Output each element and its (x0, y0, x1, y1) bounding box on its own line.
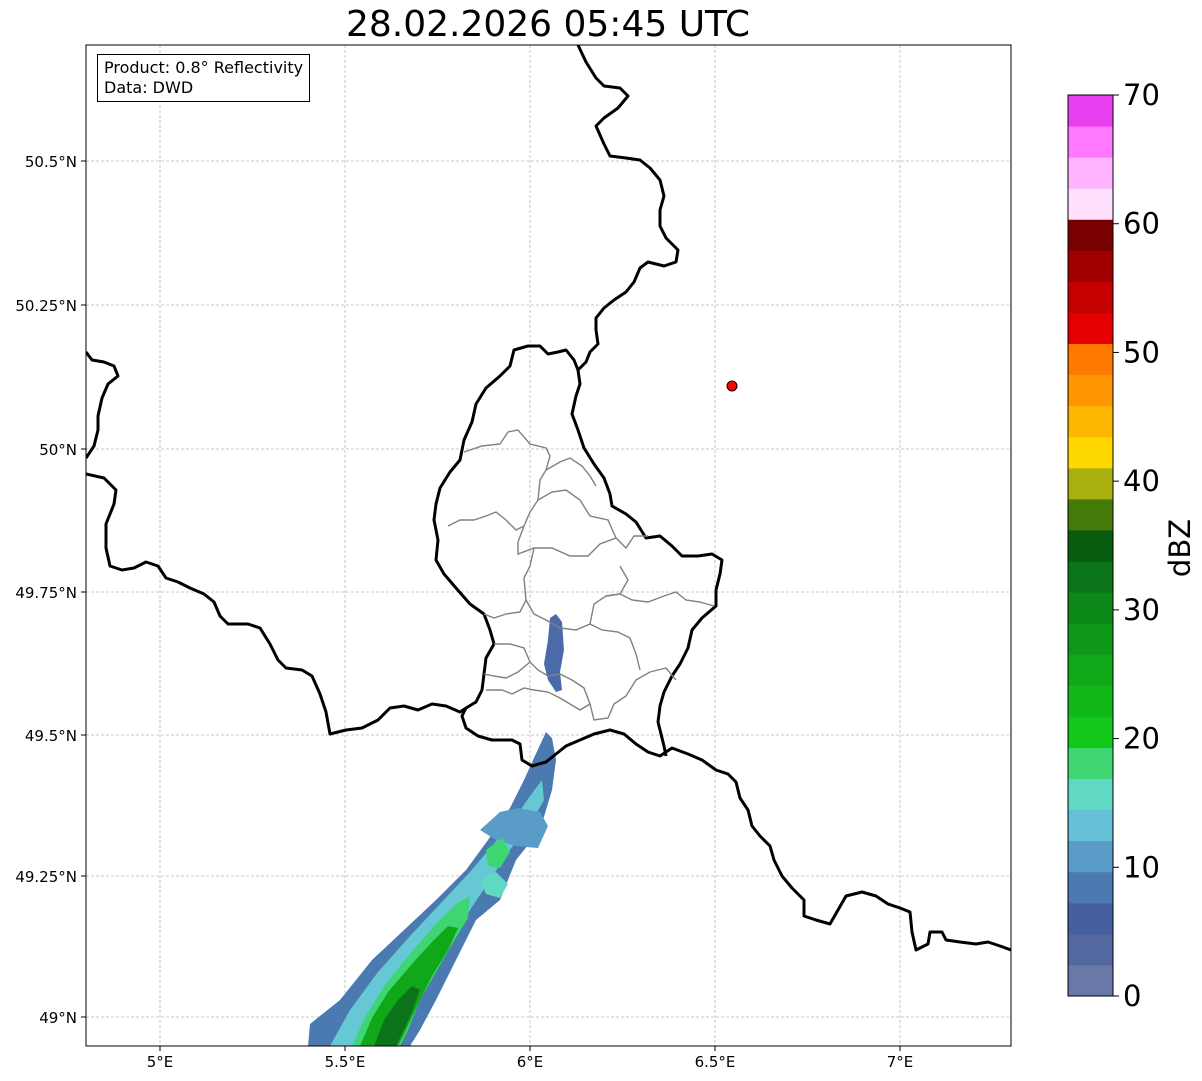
colorbar-tick-label: 10 (1123, 850, 1160, 884)
canton-south-1 (494, 643, 677, 721)
colorbar-segment (1068, 126, 1113, 158)
echo-mid-green-2 (480, 872, 508, 898)
canton-south-2 (589, 623, 641, 671)
canton-north-east (545, 457, 597, 487)
colorbar-tick-label: 30 (1123, 593, 1160, 627)
border-lux-south (460, 707, 1011, 952)
radar-site-marker[interactable] (726, 380, 738, 392)
lat-tick-label: 49.25°N (15, 868, 77, 886)
colorbar-segment (1068, 840, 1113, 873)
canton-center (517, 525, 648, 557)
colorbar-segment (1068, 592, 1113, 624)
border-germany-belgium-north (570, 45, 724, 757)
colorbar-segment (1068, 716, 1113, 748)
echo-core (374, 986, 420, 1046)
colorbar-segment (1068, 343, 1113, 376)
product-label: Product: 0.8° Reflectivity (104, 58, 304, 77)
canton-south-3 (486, 687, 591, 711)
colorbar-segment (1068, 281, 1113, 313)
lat-tick-label: 49.75°N (15, 584, 77, 602)
lat-tick-label: 50.5°N (25, 153, 77, 171)
colorbar-frame (1067, 94, 1114, 997)
gridlines (86, 45, 1011, 1046)
colorbar-tick-label: 40 (1123, 464, 1160, 498)
echo-mid-green (486, 838, 510, 868)
colorbar-segment (1068, 933, 1113, 966)
country-borders (86, 45, 1011, 952)
colorbar-segment (1068, 529, 1113, 562)
colorbar-tick-label: 50 (1123, 335, 1160, 369)
colorbar-segment (1068, 623, 1113, 655)
lat-tick-marks (81, 160, 86, 1018)
colorbar-segment (1068, 964, 1113, 997)
colorbar-segment (1068, 467, 1113, 500)
colorbar-tick-label: 20 (1123, 722, 1160, 756)
colorbar-segment (1068, 188, 1113, 220)
colorbar-segment (1068, 219, 1113, 251)
colorbar-segment (1068, 250, 1113, 282)
lat-tick-label: 49.5°N (25, 727, 77, 745)
canton-inner (537, 489, 617, 539)
lon-tick-label: 6°E (517, 1053, 544, 1071)
echo-mid-patch (480, 808, 548, 848)
map-background (86, 45, 1011, 1046)
colorbar-segment (1068, 654, 1113, 686)
colorbar-tick-label: 60 (1123, 207, 1160, 241)
border-france-belgium (86, 472, 467, 736)
echo-band-darkgreen (360, 926, 458, 1046)
lon-tick-label: 7°E (887, 1053, 914, 1071)
lat-tick-label: 49°N (39, 1009, 77, 1027)
colorbar-segment (1068, 747, 1113, 780)
colorbar-segment (1068, 157, 1113, 189)
echo-band-cyan (330, 780, 544, 1046)
colorbar-ticks: 0 10 20 30 40 50 60 70 (1113, 78, 1160, 1013)
map-frame (85, 44, 1012, 1047)
colorbar-segment (1068, 374, 1113, 407)
echo-band-outer (308, 732, 556, 1046)
canton-east-1 (605, 591, 715, 607)
border-belgium-france-nw (86, 351, 120, 459)
lon-tick-label: 5°E (147, 1053, 174, 1071)
colorbar (1068, 95, 1113, 997)
data-source-label: Data: DWD (104, 78, 194, 97)
colorbar-segment (1068, 561, 1113, 593)
echo-strip-north (544, 614, 564, 692)
colorbar-segment (1068, 95, 1113, 127)
lon-tick-label: 6.5°E (695, 1053, 736, 1071)
canton-west-link (483, 661, 531, 679)
lon-tick-label: 5.5°E (325, 1053, 366, 1071)
map-title: 28.02.2026 05:45 UTC (345, 4, 751, 45)
colorbar-segment (1068, 902, 1113, 935)
radar-echoes (308, 614, 564, 1046)
colorbar-tick-label: 70 (1123, 78, 1160, 112)
lat-tick-label: 50.25°N (15, 297, 77, 315)
canton-borders (447, 429, 715, 721)
colorbar-segment (1068, 312, 1113, 345)
colorbar-segment (1068, 871, 1113, 904)
colorbar-tick-label: 0 (1123, 979, 1141, 1013)
colorbar-segment (1068, 436, 1113, 469)
lat-tick-label: 50°N (39, 441, 77, 459)
canton-north-top (447, 429, 551, 531)
colorbar-segment (1068, 405, 1113, 438)
colorbar-label: dBZ (1163, 519, 1197, 577)
canton-mid-west (483, 547, 535, 619)
product-info-box: Product: 0.8° Reflectivity Data: DWD (97, 54, 311, 102)
colorbar-segment (1068, 685, 1113, 717)
border-lux-west (432, 344, 580, 710)
colorbar-segment (1068, 498, 1113, 531)
lon-tick-marks (159, 1046, 901, 1051)
colorbar-segment (1068, 809, 1113, 842)
colorbar-segment (1068, 778, 1113, 811)
